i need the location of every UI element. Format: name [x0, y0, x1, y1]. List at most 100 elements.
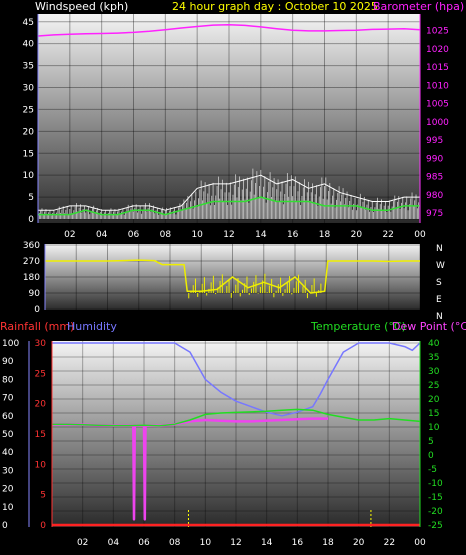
wind-tick-label: 20 — [23, 127, 35, 137]
baro-tick-label: 1020 — [426, 45, 449, 55]
direction-tick-label: 270 — [23, 257, 40, 267]
rain-tick-label: 20 — [35, 400, 47, 410]
x-tick-label: 20 — [351, 230, 363, 240]
temp-tick-label: -10 — [428, 479, 443, 489]
barometer-line — [37, 23, 421, 37]
x-tick-label: 18 — [319, 230, 331, 240]
direction-tick-label: 180 — [23, 273, 40, 283]
temp-hum-series — [52, 342, 421, 527]
compass-label: S — [436, 278, 442, 288]
x-tick-label: 06 — [128, 230, 140, 240]
temp-tick-label: -15 — [428, 493, 443, 503]
humidity-line — [52, 342, 421, 417]
humidity-tick-label: 70 — [2, 394, 14, 404]
temp-tick-label: 20 — [428, 395, 440, 405]
x-tick-label: 10 — [191, 230, 203, 240]
x-tick-label: 02 — [77, 538, 88, 548]
x-tick-label: 14 — [255, 230, 267, 240]
x-tick-label: 06 — [138, 538, 150, 548]
temp-tick-label: -20 — [428, 507, 443, 517]
baro-tick-label: 975 — [426, 209, 443, 219]
x-tick-label: 16 — [287, 230, 299, 240]
direction-tick-label: 90 — [29, 289, 41, 299]
temp-hum-plot-area — [52, 341, 420, 527]
x-tick-label: 14 — [261, 538, 273, 548]
wind-tick-label: 15 — [23, 149, 34, 159]
baro-tick-label: 1010 — [426, 81, 449, 91]
temp-tick-label: 10 — [428, 423, 440, 433]
x-tick-label: 02 — [64, 230, 75, 240]
x-tick-label: 04 — [96, 230, 108, 240]
temp-tick-label: 0 — [428, 451, 434, 461]
x-tick-label: 12 — [230, 538, 241, 548]
x-tick-label: 04 — [108, 538, 120, 548]
x-tick-label: 08 — [169, 538, 181, 548]
wind-tick-label: 40 — [23, 40, 35, 50]
rain-tick-label: 30 — [35, 339, 47, 349]
rain-tick-label: 10 — [35, 460, 47, 470]
wind-average-line — [38, 196, 420, 216]
humidity-tick-label: 0 — [2, 521, 8, 531]
x-tick-label: 00 — [414, 538, 426, 548]
wind-baro-series — [37, 23, 421, 219]
temp-tick-label: -5 — [428, 465, 437, 475]
x-tick-label: 16 — [292, 538, 304, 548]
compass-label: N — [436, 312, 443, 322]
temp-tick-label: 30 — [428, 367, 440, 377]
baro-tick-label: 980 — [426, 191, 443, 201]
wind-tick-label: 0 — [28, 215, 34, 225]
x-tick-label: 10 — [200, 538, 212, 548]
humidity-tick-label: 90 — [2, 357, 14, 367]
rain-tick-label: 25 — [35, 369, 46, 379]
humidity-tick-label: 80 — [2, 375, 14, 385]
baro-tick-label: 985 — [426, 173, 443, 183]
direction-line — [45, 259, 420, 294]
wind-title: Windspeed (kph) — [35, 0, 128, 13]
wind-series-line — [38, 174, 420, 211]
temp-tick-label: 25 — [428, 381, 439, 391]
baro-title: Barometer (hpa) — [373, 0, 464, 13]
humidity-tick-label: 40 — [2, 448, 14, 458]
compass-label: E — [436, 295, 442, 305]
wind-baro-plot-area — [38, 14, 420, 223]
direction-tick-label: 0 — [34, 305, 40, 315]
direction-tick-label: 360 — [23, 241, 40, 251]
rain-tick-label: 5 — [40, 491, 46, 501]
temp-tick-label: -25 — [428, 521, 443, 531]
x-tick-label: 18 — [322, 538, 334, 548]
humidity-tick-label: 20 — [2, 485, 14, 495]
humidity-tick-label: 10 — [2, 503, 14, 513]
x-tick-label: 08 — [160, 230, 172, 240]
compass-label: W — [436, 261, 445, 271]
direction-series — [45, 259, 420, 299]
wind-tick-label: 10 — [23, 171, 35, 181]
temp-tick-label: 5 — [428, 437, 434, 447]
temp-title: Temperature (°C) — [310, 320, 406, 333]
temp-tick-label: 15 — [428, 409, 439, 419]
temp-tick-label: 35 — [428, 353, 439, 363]
wind-tick-label: 45 — [23, 18, 34, 28]
rain-tick-label: 15 — [35, 430, 46, 440]
wind-tick-label: 35 — [23, 62, 34, 72]
wind-baro-axes: 0510152025303540459759809859909951000100… — [23, 18, 450, 240]
humidity-tick-label: 50 — [2, 430, 14, 440]
temp-hum-axes: -25 -20 -15 -10 -5 0 5 10 15 20 25 30 35 40 0 10 20 30 40 5… — [2, 339, 443, 548]
x-tick-label: 12 — [223, 230, 234, 240]
x-tick-label: 22 — [382, 230, 393, 240]
humidity-tick-label: 60 — [2, 412, 14, 422]
temperature-line — [52, 408, 421, 427]
baro-tick-label: 1015 — [426, 63, 449, 73]
dew-title: Dew Point (°C) — [392, 320, 466, 333]
rain-tick-label: 0 — [40, 521, 46, 531]
x-tick-label: 22 — [384, 538, 395, 548]
wind-tick-label: 25 — [23, 105, 34, 115]
temp-tick-label: 40 — [428, 339, 440, 349]
wind-tick-label: 5 — [28, 193, 34, 203]
baro-tick-label: 995 — [426, 136, 443, 146]
rain-title: Rainfall (mm) — [0, 320, 74, 333]
wind-tick-label: 30 — [23, 84, 35, 94]
baro-tick-label: 1005 — [426, 100, 449, 110]
baro-tick-label: 1025 — [426, 27, 449, 37]
